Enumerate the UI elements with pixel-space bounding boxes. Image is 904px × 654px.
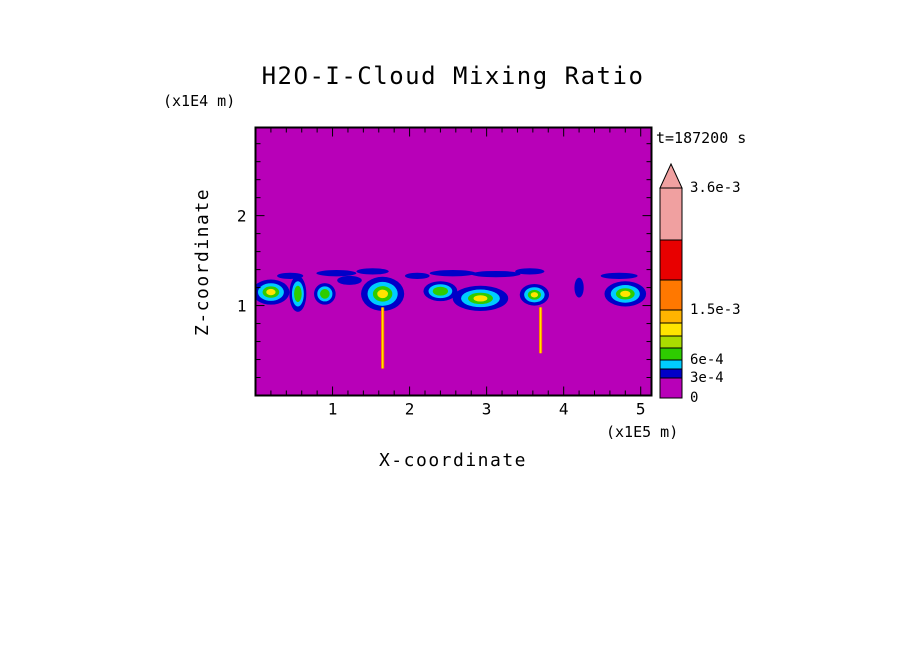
- x-tick-label: 3: [482, 400, 492, 419]
- plot-frame: [254, 126, 653, 397]
- colorbar-tick-label: 3.6e-3: [690, 180, 741, 196]
- axis-tick-labels: 1 2 3 4 5 1 2: [237, 207, 646, 419]
- axis-ticks: [255, 127, 652, 396]
- y-tick-label: 2: [237, 207, 247, 226]
- colorbar-tick-label: 6e-4: [690, 352, 724, 368]
- x-axis-title: X-coordinate: [379, 450, 527, 471]
- x-tick-label: 4: [559, 400, 569, 419]
- x-axis-unit-label: (x1E5 m): [606, 423, 678, 441]
- heatmap-field: [255, 127, 652, 396]
- x-tick-label: 2: [405, 400, 415, 419]
- x-tick-label: 1: [328, 400, 338, 419]
- y-axis-title: Z-coordinate: [192, 188, 213, 336]
- colorbar-tick-label: 1.5e-3: [690, 302, 741, 318]
- y-axis-unit-label: (x1E4 m): [163, 92, 235, 110]
- y-tick-label: 1: [237, 297, 247, 316]
- chart-title: H2O-I-Cloud Mixing Ratio: [262, 62, 645, 90]
- colorbar: 3e-4 6e-4 1.5e-3 3.6e-3 0: [659, 162, 741, 406]
- time-annotation: t=187200 s: [656, 129, 746, 147]
- colorbar-tick-label: 0: [690, 390, 698, 406]
- x-tick-label: 5: [636, 400, 646, 419]
- colorbar-tick-label: 3e-4: [690, 370, 724, 386]
